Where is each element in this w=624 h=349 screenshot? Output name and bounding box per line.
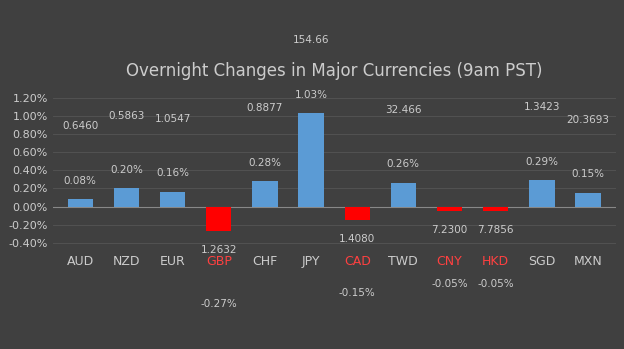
Text: 1.03%: 1.03% — [295, 90, 328, 100]
Text: 0.15%: 0.15% — [572, 169, 605, 179]
Bar — [529, 180, 555, 207]
Text: 0.8877: 0.8877 — [246, 103, 283, 113]
Text: 1.3423: 1.3423 — [524, 102, 560, 112]
Text: 32.466: 32.466 — [385, 105, 422, 115]
Text: 0.16%: 0.16% — [156, 169, 189, 178]
Text: -0.27%: -0.27% — [200, 299, 237, 309]
Bar — [483, 207, 509, 211]
Text: 0.29%: 0.29% — [525, 157, 558, 167]
Text: 1.4080: 1.4080 — [339, 234, 375, 244]
Text: 0.5863: 0.5863 — [108, 111, 145, 120]
Text: -0.05%: -0.05% — [477, 279, 514, 289]
Text: 7.2300: 7.2300 — [431, 225, 467, 235]
Title: Overnight Changes in Major Currencies (9am PST): Overnight Changes in Major Currencies (9… — [126, 62, 542, 80]
Text: 7.7856: 7.7856 — [477, 225, 514, 235]
Bar — [160, 192, 185, 207]
Text: 20.3693: 20.3693 — [567, 115, 610, 125]
Bar — [298, 113, 324, 207]
Text: 0.08%: 0.08% — [64, 176, 97, 186]
Bar — [206, 207, 232, 231]
Bar — [252, 181, 278, 207]
Text: 154.66: 154.66 — [293, 35, 329, 45]
Text: 0.20%: 0.20% — [110, 165, 143, 175]
Text: 0.26%: 0.26% — [387, 159, 420, 169]
Bar — [575, 193, 601, 207]
Bar — [344, 207, 370, 220]
Text: 1.0547: 1.0547 — [154, 114, 191, 124]
Text: 1.2632: 1.2632 — [200, 245, 237, 255]
Text: 0.6460: 0.6460 — [62, 121, 99, 131]
Bar — [114, 188, 139, 207]
Bar — [437, 207, 462, 211]
Bar — [391, 183, 416, 207]
Bar — [67, 199, 93, 207]
Text: 0.28%: 0.28% — [248, 158, 281, 168]
Text: -0.05%: -0.05% — [431, 279, 468, 289]
Text: -0.15%: -0.15% — [339, 288, 376, 298]
